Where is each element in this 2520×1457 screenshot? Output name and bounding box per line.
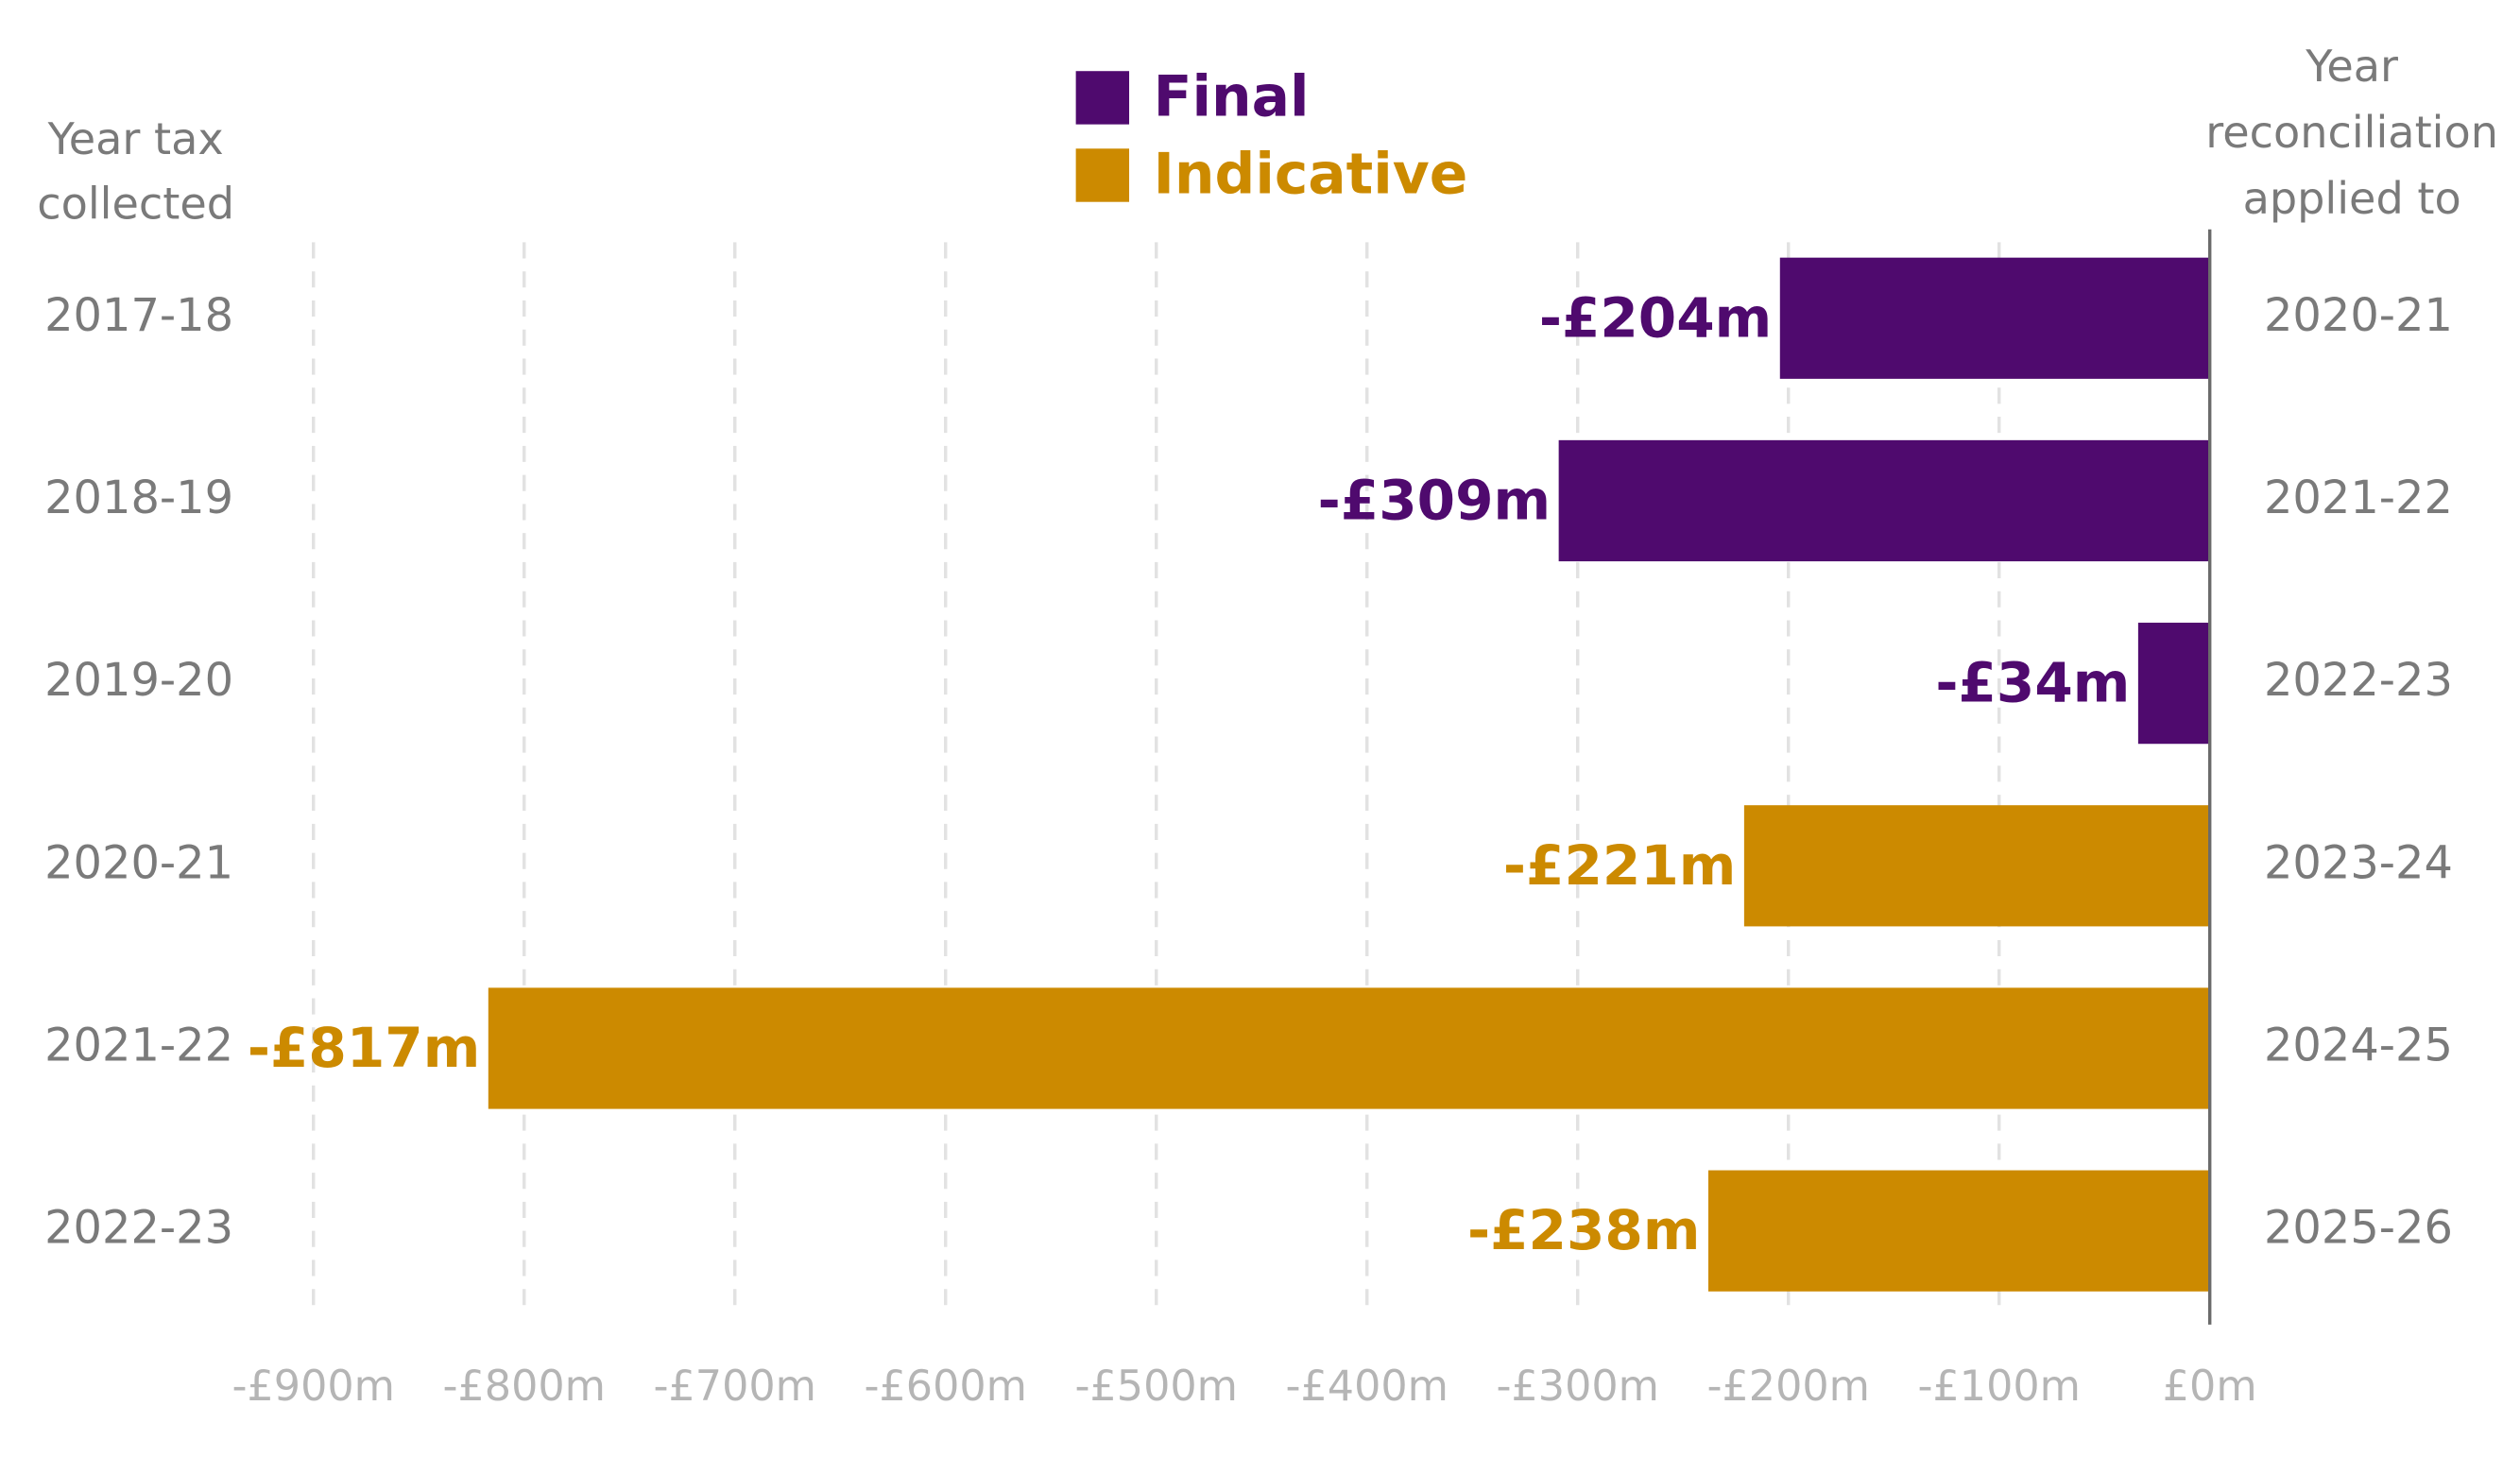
x-tick-label: -£900m bbox=[232, 1363, 395, 1411]
x-tick-label: -£500m bbox=[1074, 1363, 1237, 1411]
right-tick-label: 2021-22 bbox=[2264, 472, 2453, 524]
bar bbox=[1779, 257, 2210, 379]
y-tick-label: 2018-19 bbox=[44, 472, 233, 524]
x-tick-label: -£100m bbox=[1917, 1363, 2080, 1411]
value-label: -£238m bbox=[1467, 1198, 1700, 1262]
right-tick-label: 2022-23 bbox=[2264, 655, 2453, 707]
y-tick-label: 2021-22 bbox=[44, 1020, 233, 1071]
legend-label: Final bbox=[1154, 64, 1310, 130]
legend-swatch bbox=[1075, 71, 1130, 125]
bar bbox=[1558, 439, 2210, 562]
left-axis-label: collected bbox=[37, 178, 234, 229]
right-tick-label: 2020-21 bbox=[2264, 290, 2453, 342]
right-tick-label: 2025-26 bbox=[2264, 1203, 2453, 1255]
x-tick-label: -£600m bbox=[864, 1363, 1026, 1411]
x-tick-label: -£400m bbox=[1285, 1363, 1448, 1411]
bar bbox=[488, 987, 2210, 1109]
value-label: -£34m bbox=[1935, 651, 2130, 715]
x-tick-label: -£200m bbox=[1706, 1363, 1869, 1411]
x-tick-label: £0m bbox=[2163, 1363, 2257, 1411]
right-tick-label: 2023-24 bbox=[2264, 837, 2453, 889]
y-tick-label: 2020-21 bbox=[44, 837, 233, 889]
x-tick-label: -£800m bbox=[443, 1363, 606, 1411]
y-tick-label: 2022-23 bbox=[44, 1203, 233, 1255]
value-label: -£817m bbox=[248, 1016, 480, 1080]
x-tick-label: -£300m bbox=[1496, 1363, 1658, 1411]
bar bbox=[1743, 805, 2210, 927]
y-tick-label: 2017-18 bbox=[44, 290, 233, 342]
right-axis-label: reconciliation bbox=[2205, 107, 2498, 158]
bar bbox=[2137, 623, 2210, 745]
right-axis-label: applied to bbox=[2243, 173, 2461, 224]
legend-swatch bbox=[1075, 148, 1130, 202]
value-label: -£309m bbox=[1318, 468, 1551, 532]
y-tick-label: 2019-20 bbox=[44, 655, 233, 707]
left-axis-label: Year tax bbox=[47, 113, 224, 164]
legend-label: Indicative bbox=[1154, 142, 1468, 208]
right-axis-label: Year bbox=[2305, 41, 2398, 92]
value-label: -£221m bbox=[1503, 833, 1736, 898]
value-label: -£204m bbox=[1539, 285, 1772, 350]
right-tick-label: 2024-25 bbox=[2264, 1020, 2453, 1071]
bar bbox=[1707, 1170, 2210, 1292]
x-tick-label: -£700m bbox=[654, 1363, 816, 1411]
